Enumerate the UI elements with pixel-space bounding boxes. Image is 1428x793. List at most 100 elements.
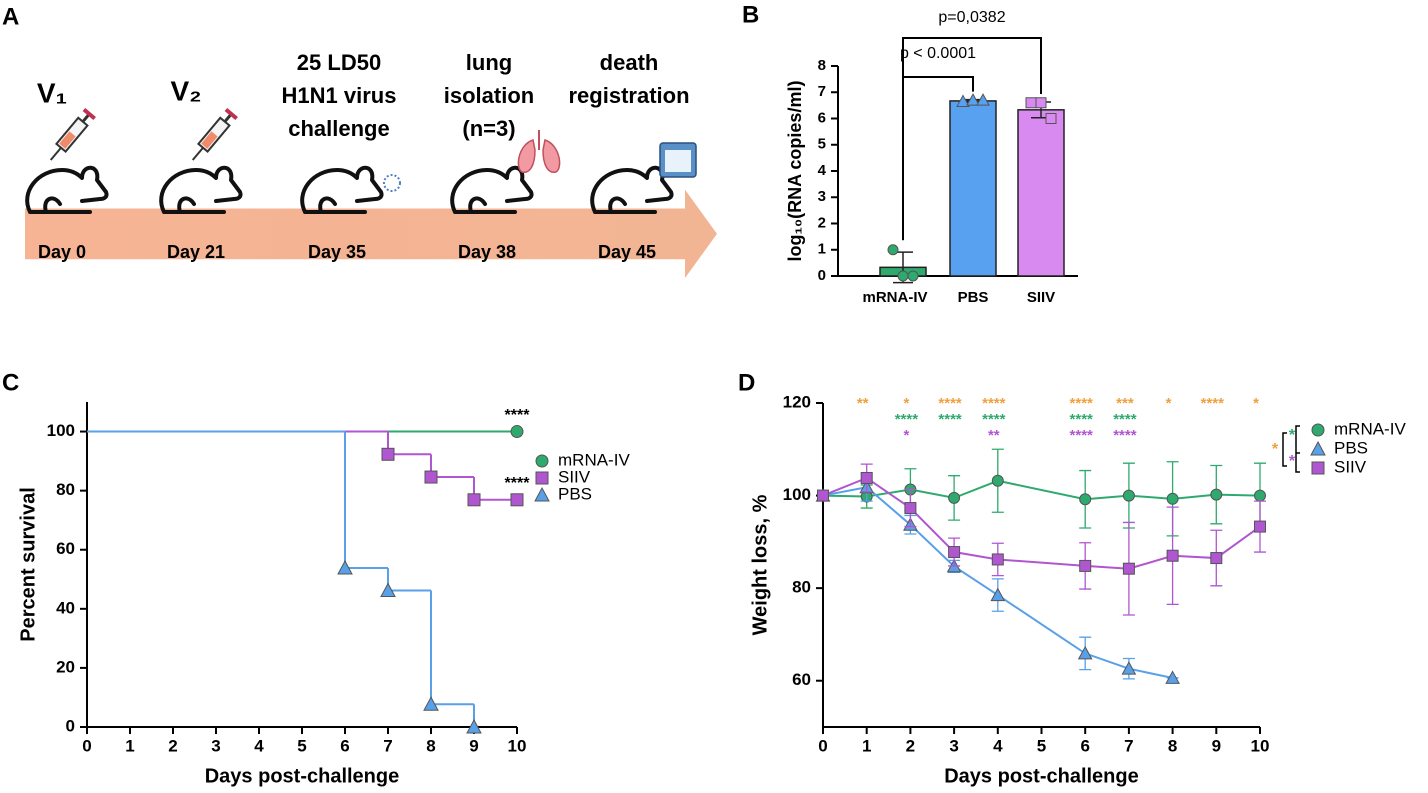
- bar: [1017, 109, 1065, 277]
- legend-bracket: [1282, 425, 1300, 473]
- panel-label: C: [2, 369, 19, 396]
- marker: [1035, 97, 1047, 109]
- x-tick-label: 8: [426, 736, 435, 755]
- day-label: Day 45: [598, 242, 656, 262]
- marker: [1121, 661, 1137, 675]
- marker: [907, 270, 919, 282]
- step-title: V₂: [170, 75, 201, 106]
- marker: [966, 93, 980, 106]
- x-tick-label: SIIV: [1027, 289, 1055, 306]
- marker: [1045, 113, 1057, 124]
- marker: [1122, 489, 1135, 502]
- marker: [1166, 549, 1179, 562]
- y-tick-label: 80: [56, 480, 75, 499]
- x-tick-label: 3: [211, 736, 220, 755]
- marker: [510, 425, 524, 439]
- step-title: (n=3): [462, 116, 515, 141]
- x-tick-label: 4: [254, 736, 264, 755]
- marker: [380, 582, 396, 597]
- legend-label: SIIV: [558, 467, 591, 486]
- mouse-icon: [450, 165, 534, 214]
- significance-stars: *: [903, 427, 909, 444]
- x-tick-label: 8: [1168, 736, 1177, 755]
- step-title: challenge: [288, 116, 389, 141]
- marker: [1122, 562, 1135, 575]
- y-tick-label: 100: [47, 421, 75, 440]
- syringe-cap: [224, 107, 238, 121]
- marker: [1254, 520, 1266, 533]
- mouse-icon: [590, 165, 674, 214]
- marker: [990, 587, 1006, 602]
- step-title: lung: [466, 50, 512, 75]
- bar: [949, 100, 997, 277]
- x-tick-label: 2: [168, 736, 177, 755]
- marker: [948, 491, 961, 504]
- y-tick-label: 7: [818, 83, 826, 100]
- x-tick-label: PBS: [958, 289, 989, 306]
- significance-stars: ***: [1116, 395, 1134, 412]
- significance-stars: ****: [938, 411, 962, 428]
- marker: [887, 244, 899, 256]
- y-tick-label: 1: [818, 241, 826, 258]
- syringe-icon: [49, 107, 96, 161]
- step-title: H1N1 virus: [282, 83, 397, 108]
- clipboard-paper: [665, 150, 691, 172]
- significance-stars: ****: [938, 395, 962, 412]
- marker: [466, 718, 482, 734]
- y-axis-label: Percent survival: [17, 487, 39, 642]
- x-tick-label: 0: [818, 736, 827, 755]
- y-tick-label: 6: [818, 109, 826, 126]
- panel-label: D: [738, 369, 755, 396]
- y-tick-label: 4: [818, 162, 827, 179]
- marker: [337, 559, 353, 575]
- annotation: ****: [505, 407, 531, 424]
- legend-label: mRNA-IV: [558, 450, 630, 469]
- marker: [897, 270, 909, 282]
- syringe-liquid: [201, 131, 218, 149]
- marker: [1079, 493, 1092, 506]
- significance-stars: ****: [1113, 411, 1137, 428]
- mouse-icon: [25, 165, 109, 214]
- legend-marker: [1311, 423, 1325, 437]
- timeline-arrow: [25, 189, 717, 279]
- significance-stars: ****: [895, 411, 919, 428]
- step-title: registration: [568, 83, 689, 108]
- significance-stars: *: [903, 395, 909, 412]
- x-tick-label: 5: [1037, 736, 1046, 755]
- marker: [1165, 670, 1180, 684]
- y-axis-label: log₁₀(RNA copies/ml): [785, 81, 805, 262]
- marker: [510, 493, 524, 507]
- legend-label: SIIV: [1334, 457, 1367, 476]
- significance-stars: *: [1253, 395, 1259, 412]
- marker: [467, 493, 481, 507]
- step-title: isolation: [444, 83, 534, 108]
- series-line: [822, 486, 1173, 679]
- y-tick-label: 8: [818, 57, 826, 74]
- x-tick-label: 4: [993, 736, 1003, 755]
- x-tick-label: 7: [1124, 736, 1133, 755]
- x-tick-label: 9: [469, 736, 478, 755]
- y-tick-label: 60: [792, 670, 811, 689]
- marker: [991, 474, 1004, 487]
- legend-label: PBS: [1334, 438, 1368, 457]
- legend-marker: [1310, 440, 1326, 456]
- significance-stars: **: [857, 395, 869, 412]
- step-title: death: [600, 50, 659, 75]
- x-tick-label: 2: [906, 736, 915, 755]
- marker: [1077, 645, 1093, 660]
- marker: [1079, 559, 1092, 572]
- legend-marker: [535, 471, 549, 485]
- marker: [423, 696, 439, 711]
- x-tick-label: 1: [125, 736, 134, 755]
- marker: [904, 502, 917, 515]
- significance-stars: ****: [1070, 395, 1094, 412]
- x-tick-label: 9: [1212, 736, 1221, 755]
- panel-label: B: [742, 1, 759, 28]
- step-title: V₁: [37, 77, 67, 108]
- marker: [991, 553, 1004, 566]
- marker: [1025, 97, 1037, 109]
- legend-label: PBS: [558, 484, 592, 503]
- marker: [1254, 489, 1266, 502]
- y-tick-label: 40: [56, 598, 75, 617]
- y-tick-label: 80: [792, 578, 811, 597]
